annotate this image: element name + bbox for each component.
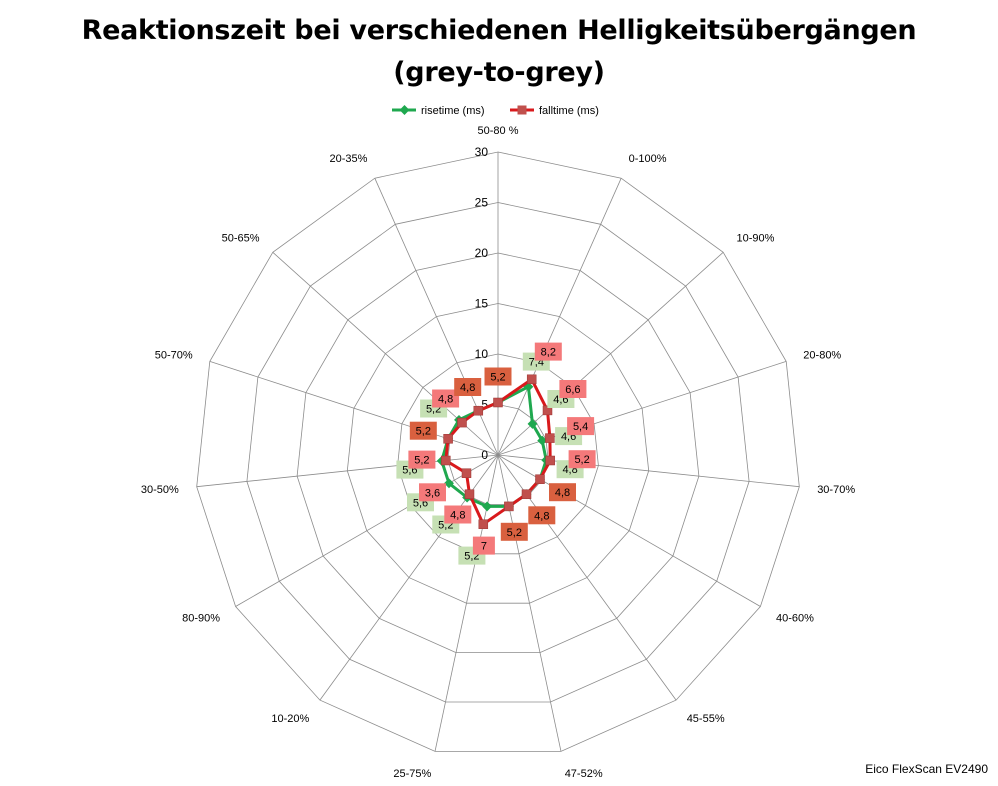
category-label: 30-50% — [141, 484, 179, 496]
falltime-marker — [545, 434, 554, 443]
axis-spoke — [197, 455, 498, 487]
radial-tick-label: 15 — [475, 297, 489, 311]
data-label-both: 5,2 — [410, 422, 437, 440]
radial-tick-label: 10 — [475, 347, 489, 361]
svg-text:6,6: 6,6 — [565, 384, 580, 396]
svg-text:4,8: 4,8 — [438, 394, 453, 406]
svg-text:5,2: 5,2 — [507, 527, 522, 539]
falltime-marker — [462, 469, 471, 478]
falltime-marker — [522, 490, 531, 499]
falltime-marker — [546, 456, 555, 465]
falltime-marker — [474, 406, 483, 415]
legend-label-1: falltime (ms) — [539, 105, 599, 117]
svg-text:4,8: 4,8 — [555, 487, 570, 499]
falltime-marker — [504, 502, 513, 511]
axis-spoke — [210, 361, 498, 455]
svg-text:4,8: 4,8 — [460, 382, 475, 394]
category-label: 50-65% — [222, 233, 260, 245]
radial-tick-label: 20 — [475, 246, 489, 260]
data-label-both: 4,8 — [528, 506, 555, 524]
falltime-marker — [536, 475, 545, 484]
category-label: 20-80% — [803, 350, 841, 362]
category-label: 50-70% — [155, 350, 193, 362]
data-label-falltime: 7 — [473, 537, 495, 555]
svg-text:4,8: 4,8 — [534, 510, 549, 522]
svg-text:5,4: 5,4 — [573, 421, 588, 433]
falltime-marker — [458, 418, 467, 427]
svg-text:8,2: 8,2 — [541, 347, 556, 359]
legend: risetime (ms) falltime (ms) — [392, 105, 599, 117]
falltime-marker — [444, 434, 453, 443]
data-label-both: 4,8 — [549, 483, 576, 501]
monitor-model-label: Eico FlexScan EV2490 — [865, 762, 988, 776]
category-label: 25-75% — [393, 768, 431, 780]
category-label: 0-100% — [629, 153, 667, 165]
svg-text:5,2: 5,2 — [490, 372, 505, 384]
data-label-falltime: 5,4 — [567, 417, 594, 435]
svg-text:5,2: 5,2 — [416, 426, 431, 438]
category-label: 20-35% — [329, 153, 367, 165]
category-label: 10-20% — [271, 713, 309, 725]
data-label-falltime: 5,2 — [569, 450, 596, 468]
radial-tick-label: 30 — [475, 145, 489, 159]
data-label-falltime: 5,2 — [408, 451, 435, 469]
data-label-both: 5,2 — [501, 523, 528, 541]
svg-text:5,2: 5,2 — [574, 454, 589, 466]
falltime-marker — [479, 520, 488, 529]
axis-spoke — [498, 178, 621, 455]
category-label: 45-55% — [687, 713, 725, 725]
svg-text:7: 7 — [481, 541, 487, 553]
data-label-falltime: 6,6 — [559, 380, 586, 398]
svg-text:5,2: 5,2 — [414, 455, 429, 467]
data-label-falltime: 4,8 — [444, 506, 471, 524]
falltime-marker — [441, 456, 450, 465]
radial-tick-label: 0 — [481, 448, 488, 462]
legend-label-0: risetime (ms) — [421, 105, 485, 117]
category-label: 47-52% — [565, 768, 603, 780]
category-label: 10-90% — [737, 233, 775, 245]
category-label: 50-80 % — [478, 125, 519, 137]
legend-marker-falltime — [518, 106, 527, 115]
falltime-marker — [465, 490, 474, 499]
falltime-marker — [527, 375, 536, 384]
falltime-marker — [494, 398, 503, 407]
data-label-both: 4,8 — [454, 378, 481, 396]
category-label: 30-70% — [817, 484, 855, 496]
radial-tick-label: 25 — [475, 196, 489, 210]
data-label-falltime: 8,2 — [535, 343, 562, 361]
svg-text:4,8: 4,8 — [450, 510, 465, 522]
category-label: 80-90% — [182, 613, 220, 625]
category-label: 40-60% — [776, 613, 814, 625]
svg-text:3,6: 3,6 — [425, 487, 440, 499]
legend-marker-risetime — [400, 105, 410, 115]
data-label-falltime: 3,6 — [419, 483, 446, 501]
data-label-both: 5,2 — [485, 368, 512, 386]
